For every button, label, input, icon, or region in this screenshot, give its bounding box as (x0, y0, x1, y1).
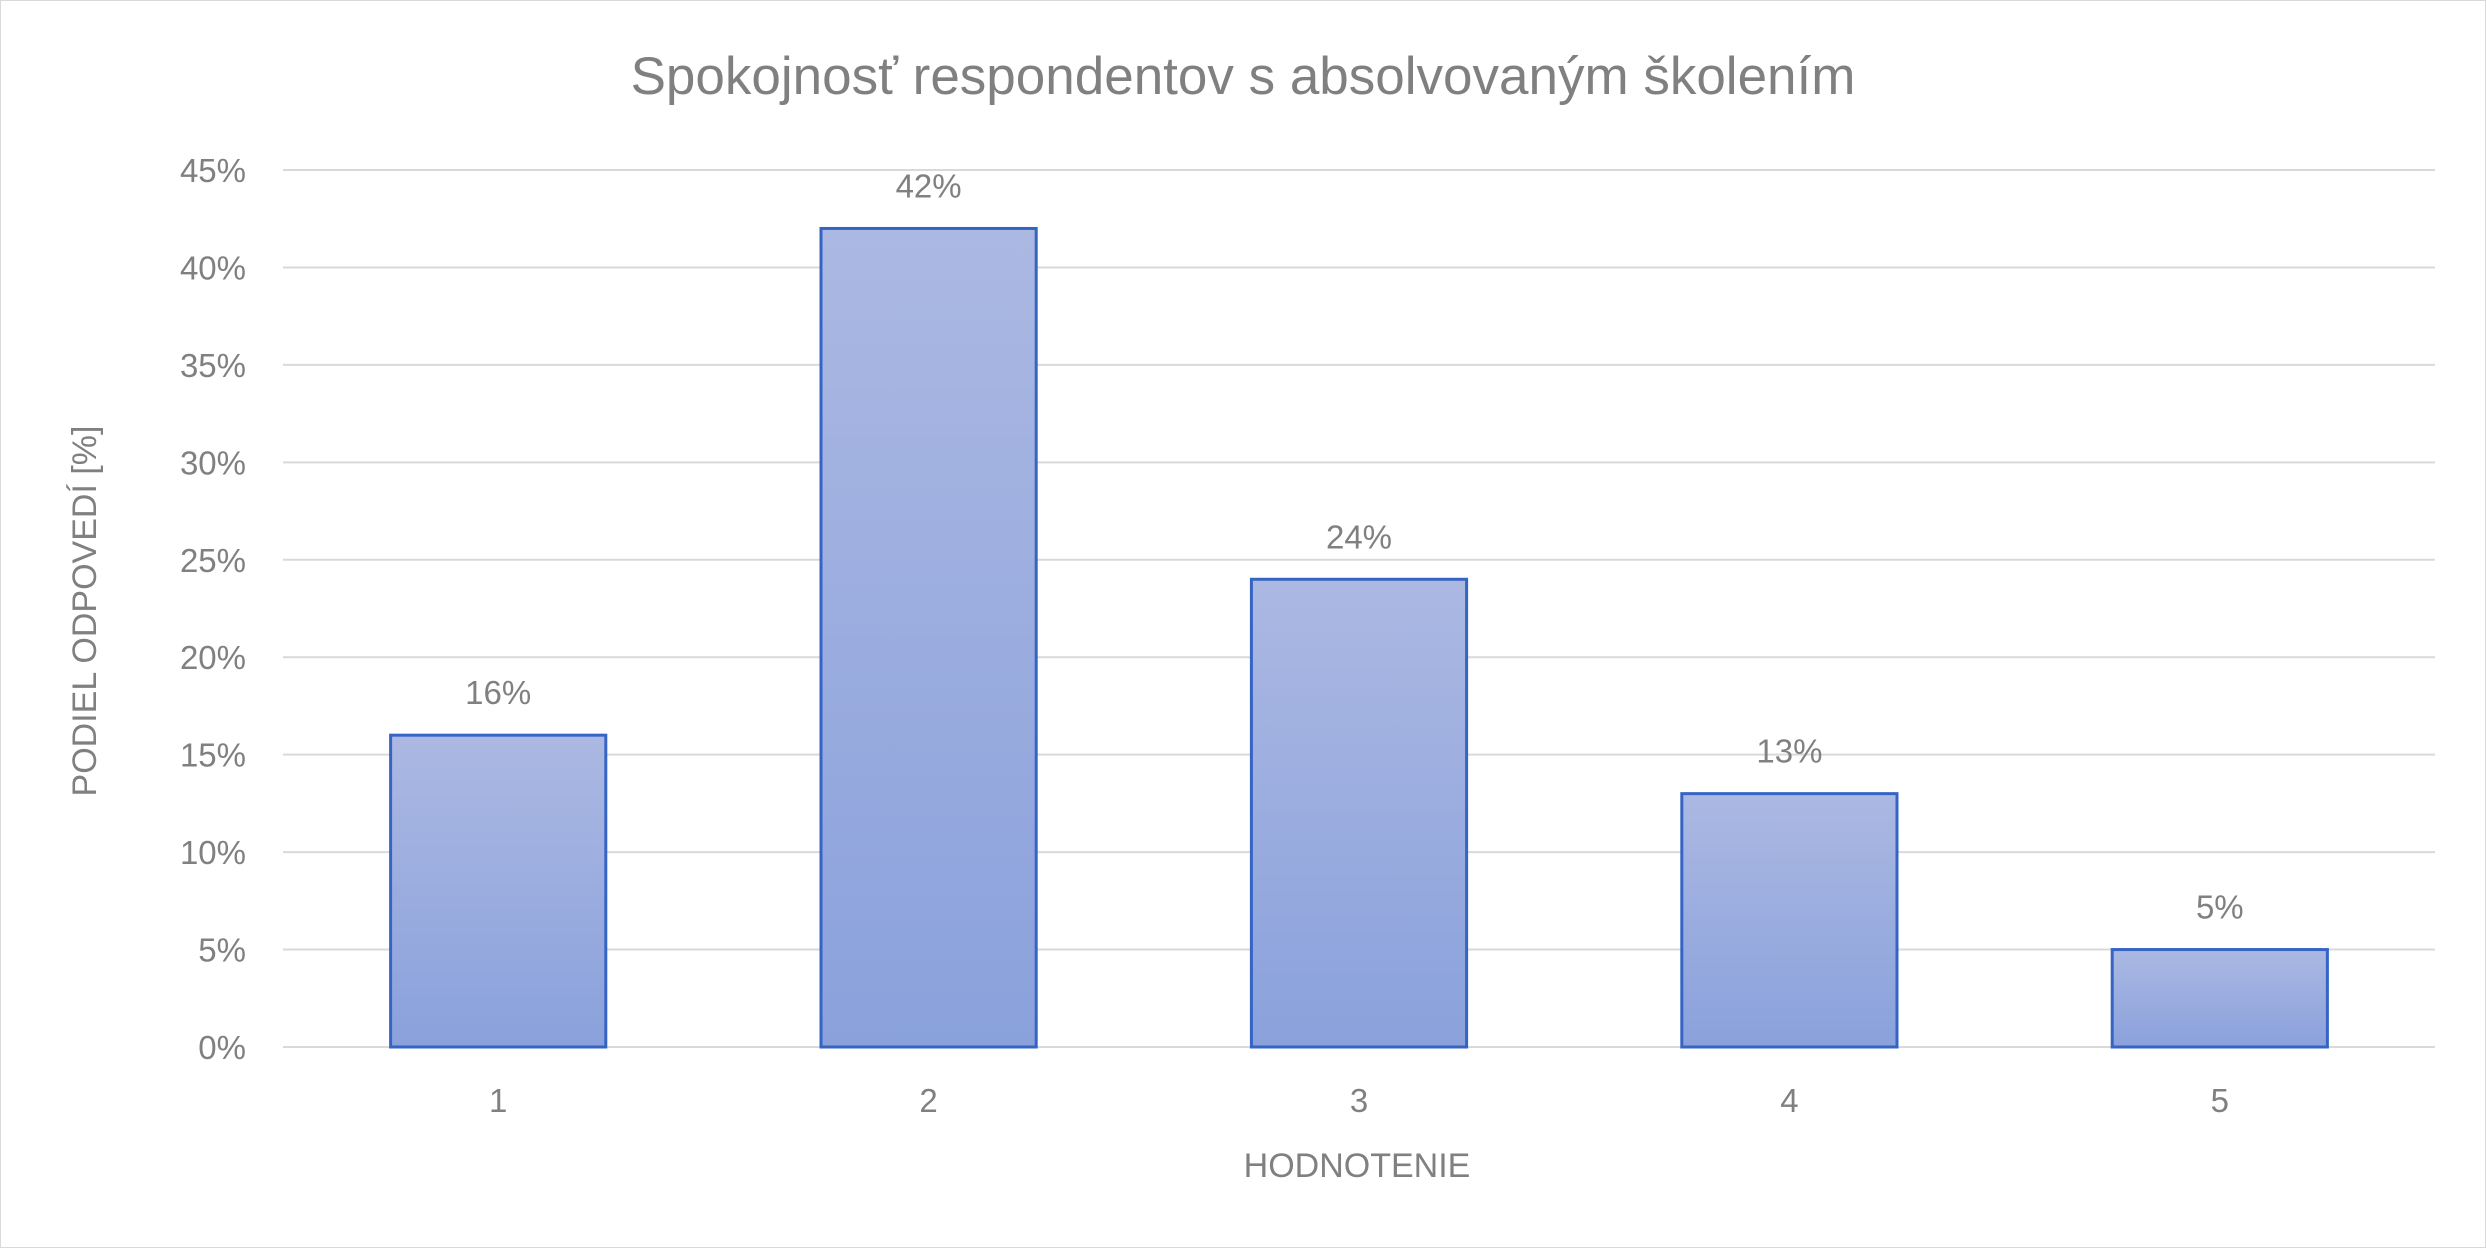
x-axis-title: HODNOTENIE (1244, 1147, 1471, 1185)
data-label-2: 42% (896, 167, 962, 204)
y-tick-label: 0% (198, 1029, 246, 1066)
x-tick-label-5: 5 (2211, 1082, 2229, 1119)
y-tick-label: 20% (180, 639, 246, 676)
y-axis-title: PODIEL ODPOVEDÍ [%] (66, 426, 104, 797)
gridlines (283, 169, 2435, 1048)
chart-title: Spokojnosť respondentov s absolvovaným š… (631, 47, 1856, 106)
data-label-4: 13% (1756, 733, 1822, 770)
data-labels: 16% 42% 24% 13% 5% (465, 167, 2243, 925)
data-label-1: 16% (465, 674, 531, 711)
y-axis-tick-labels: 0% 5% 10% 15% 20% 25% 30% 35% 40% 45% (180, 152, 246, 1066)
bar-5 (2110, 948, 2329, 1049)
y-tick-label: 35% (180, 347, 246, 384)
y-tick-label: 10% (180, 834, 246, 871)
bar-1 (389, 733, 608, 1049)
bars (389, 226, 2329, 1049)
x-axis-tick-labels: 1 2 3 4 5 (489, 1082, 2229, 1119)
data-label-5: 5% (2196, 889, 2244, 926)
data-label-3: 24% (1326, 518, 1392, 555)
y-tick-label: 40% (180, 249, 246, 286)
bar-2 (819, 226, 1038, 1049)
y-tick-label: 30% (180, 444, 246, 481)
y-tick-label: 25% (180, 542, 246, 579)
x-tick-label-1: 1 (489, 1082, 507, 1119)
y-tick-label: 45% (180, 152, 246, 189)
x-tick-label-3: 3 (1350, 1082, 1368, 1119)
bar-3 (1249, 577, 1469, 1049)
bar-4 (1680, 792, 1899, 1049)
x-tick-label-4: 4 (1780, 1082, 1798, 1119)
x-tick-label-2: 2 (919, 1082, 937, 1119)
y-tick-label: 15% (180, 737, 246, 774)
y-tick-label: 5% (198, 932, 246, 969)
